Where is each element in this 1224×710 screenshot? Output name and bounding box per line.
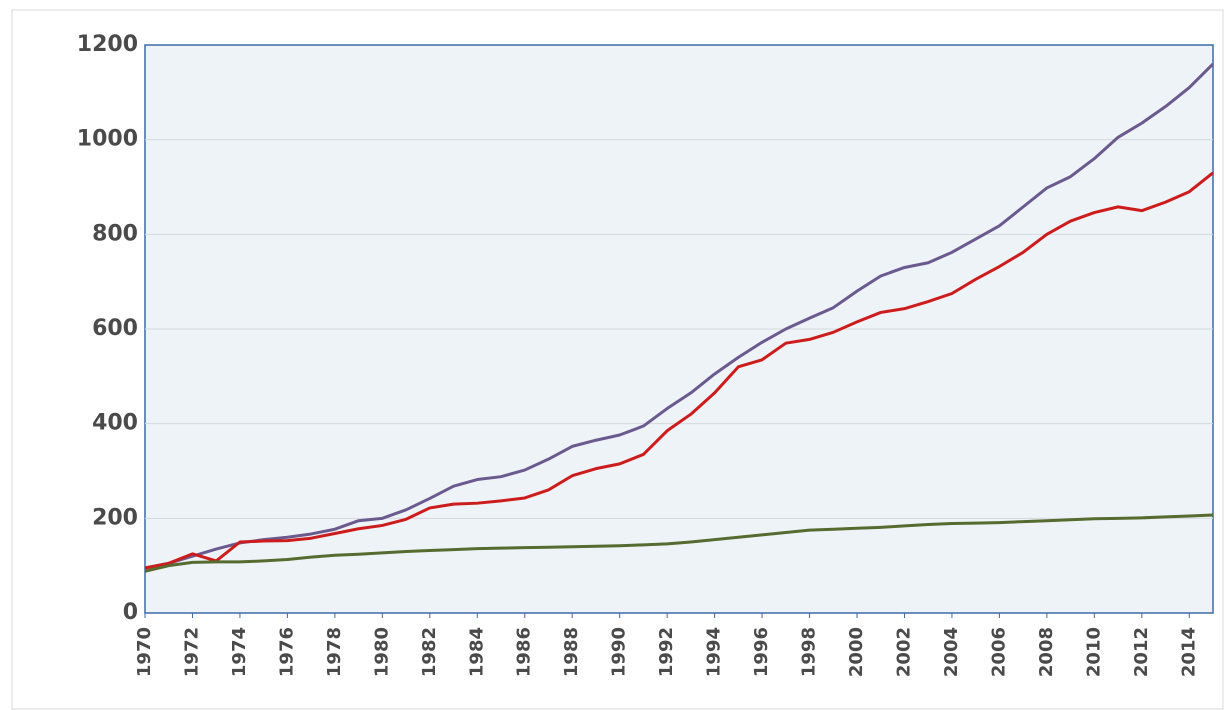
series-line bbox=[144, 62, 1215, 570]
x-tick-label: 1996 bbox=[751, 627, 772, 677]
x-tick-label: 1988 bbox=[561, 627, 582, 677]
x-tick-label: 1978 bbox=[324, 627, 345, 677]
x-tick-label: 1982 bbox=[419, 627, 440, 677]
x-tick-label: 1986 bbox=[514, 627, 535, 677]
y-tick-label: 0 bbox=[123, 600, 138, 625]
y-tick-label: 800 bbox=[92, 221, 138, 246]
x-tick-label: 1976 bbox=[276, 627, 297, 677]
x-tick-label: 2004 bbox=[941, 627, 962, 677]
y-tick-label: 1200 bbox=[77, 32, 138, 57]
x-tick-label: 1992 bbox=[656, 627, 677, 677]
y-tick-label: 200 bbox=[92, 505, 138, 530]
series-line bbox=[144, 171, 1214, 570]
y-tick-label: 1000 bbox=[77, 127, 138, 152]
x-tick-label: 1998 bbox=[799, 627, 820, 677]
x-tick-label: 2014 bbox=[1178, 627, 1199, 677]
x-tick-label: 1990 bbox=[609, 627, 630, 677]
series-line bbox=[144, 513, 1214, 573]
x-tick-label: 2012 bbox=[1131, 627, 1152, 677]
x-tick-label: 2010 bbox=[1083, 627, 1104, 677]
x-tick-label: 2008 bbox=[1036, 627, 1057, 677]
x-tick-label: 1980 bbox=[371, 627, 392, 677]
x-tick-label: 2000 bbox=[846, 627, 867, 677]
x-tick-label: 2002 bbox=[893, 627, 914, 677]
y-tick-label: 400 bbox=[92, 411, 138, 436]
x-tick-label: 1974 bbox=[229, 627, 250, 677]
x-tick-label: 1972 bbox=[181, 627, 202, 677]
x-tick-label: 1970 bbox=[134, 627, 155, 677]
y-tick-label: 600 bbox=[92, 316, 138, 341]
x-tick-label: 1984 bbox=[466, 627, 487, 677]
x-tick-label: 2006 bbox=[988, 627, 1009, 677]
x-tick-label: 1994 bbox=[704, 627, 725, 677]
